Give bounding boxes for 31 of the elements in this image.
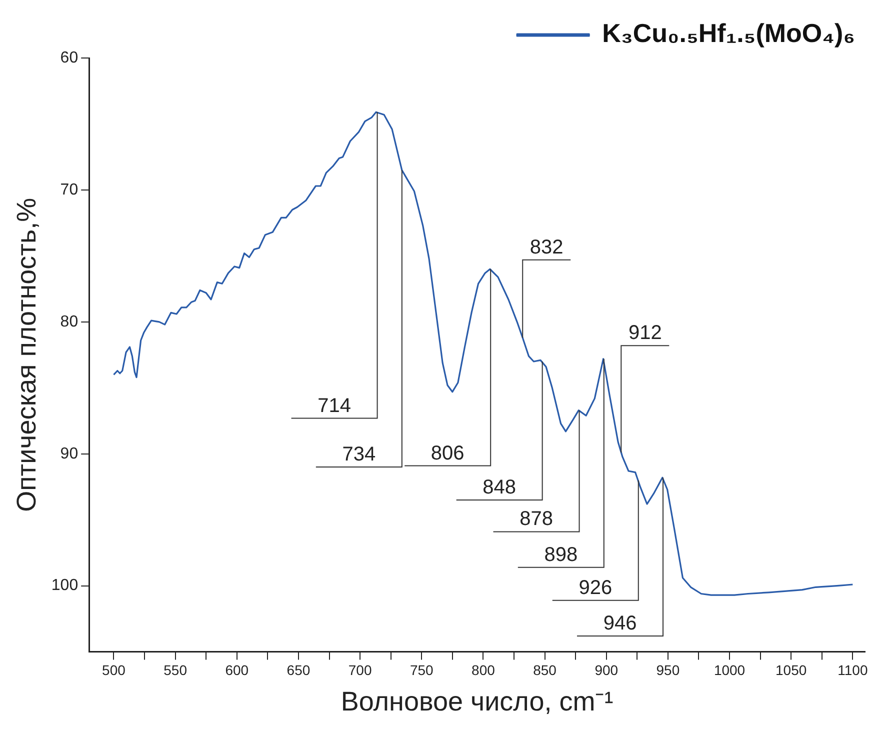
- annotation: 832: [530, 236, 564, 258]
- x-tick-label: 1000: [714, 662, 746, 678]
- x-tick-label: 750: [410, 662, 434, 678]
- annotation: 848: [482, 476, 516, 499]
- annotation: 946: [603, 612, 637, 634]
- annotation: 878: [520, 508, 553, 530]
- y-tick-label: 80: [60, 313, 78, 330]
- annotation: 898: [544, 544, 578, 566]
- y-tick-label: 70: [60, 181, 78, 198]
- annotation: 926: [578, 576, 612, 599]
- y-tick-label: 90: [60, 445, 78, 462]
- annotation: 912: [628, 322, 662, 344]
- x-tick-label: 1050: [776, 662, 807, 678]
- x-tick-label: 850: [533, 662, 557, 678]
- annotation: 734: [342, 444, 376, 466]
- x-tick-label: 550: [164, 662, 188, 678]
- x-tick-label: 650: [286, 662, 310, 678]
- annotation: 714: [318, 394, 351, 417]
- legend-label: K₃Cu₀.₅Hf₁.₅(MoO₄)₆: [602, 18, 856, 48]
- x-tick-label: 950: [656, 662, 680, 678]
- x-tick-label: 500: [102, 662, 126, 678]
- x-tick-label: 700: [348, 662, 372, 678]
- x-tick-label: 600: [225, 662, 249, 678]
- x-axis-title: Волновое число, cm⁻¹: [340, 686, 614, 716]
- annotation: 806: [430, 442, 464, 464]
- y-axis-title: Оптическая плотность,%: [12, 198, 42, 512]
- x-tick-label: 800: [472, 662, 496, 678]
- y-tick-label: 60: [60, 49, 78, 66]
- y-tick-label: 100: [51, 577, 78, 594]
- x-tick-label: 1100: [838, 662, 868, 678]
- x-tick-label: 900: [594, 662, 618, 678]
